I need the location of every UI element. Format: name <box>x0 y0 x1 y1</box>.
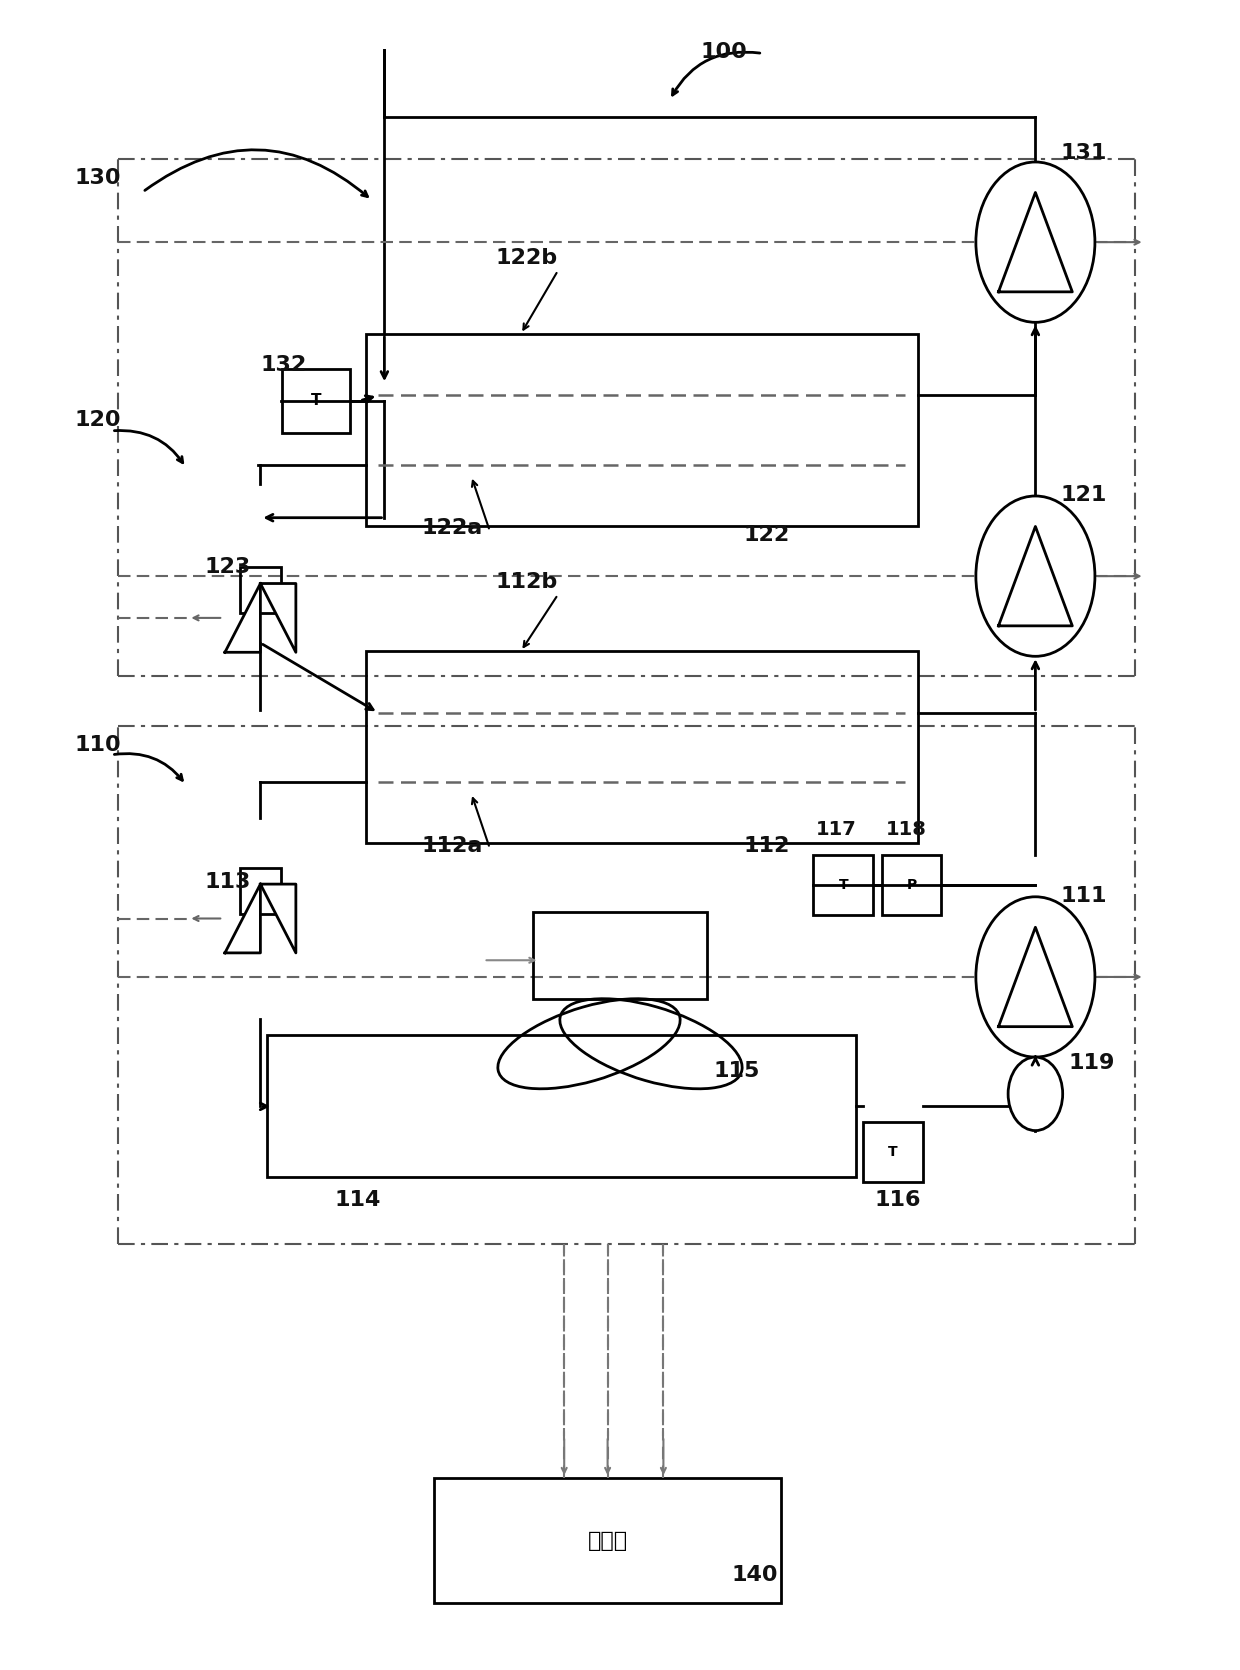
Polygon shape <box>998 927 1073 1027</box>
Circle shape <box>1008 1057 1063 1131</box>
Text: 117: 117 <box>816 820 857 838</box>
Bar <box>366 334 918 526</box>
Bar <box>267 1035 856 1177</box>
Text: 控制部: 控制部 <box>588 1531 627 1550</box>
Text: 116: 116 <box>874 1189 920 1209</box>
Text: 113: 113 <box>205 872 250 892</box>
Text: 112: 112 <box>744 835 790 855</box>
Text: 130: 130 <box>74 167 120 187</box>
Bar <box>283 369 351 433</box>
Polygon shape <box>260 583 296 653</box>
Text: 123: 123 <box>205 556 250 576</box>
Text: T: T <box>888 1146 898 1159</box>
Text: 110: 110 <box>74 735 122 755</box>
Text: 112a: 112a <box>422 835 482 855</box>
Bar <box>434 1478 781 1603</box>
Polygon shape <box>224 883 260 954</box>
Text: 111: 111 <box>1060 885 1107 905</box>
Polygon shape <box>224 583 260 653</box>
Circle shape <box>976 897 1095 1057</box>
Bar <box>863 1122 923 1182</box>
Text: 119: 119 <box>1069 1052 1115 1072</box>
Text: 120: 120 <box>74 409 120 429</box>
Text: T: T <box>311 394 321 407</box>
Text: 114: 114 <box>335 1189 381 1209</box>
Circle shape <box>976 496 1095 656</box>
Bar <box>533 912 707 999</box>
Bar <box>241 868 280 913</box>
Bar <box>813 855 873 915</box>
Text: 115: 115 <box>713 1060 759 1080</box>
Text: T: T <box>838 878 848 892</box>
Text: 122a: 122a <box>422 518 482 538</box>
Text: 140: 140 <box>732 1565 779 1585</box>
Text: 122b: 122b <box>496 247 558 267</box>
Text: 132: 132 <box>260 354 306 374</box>
Polygon shape <box>998 526 1073 626</box>
Text: 122: 122 <box>744 524 790 544</box>
Polygon shape <box>260 883 296 954</box>
Text: P: P <box>906 878 916 892</box>
Text: 121: 121 <box>1060 484 1106 504</box>
Bar <box>882 855 941 915</box>
Text: 100: 100 <box>701 42 748 62</box>
Bar <box>241 568 280 613</box>
Text: 131: 131 <box>1060 142 1106 162</box>
Polygon shape <box>998 192 1073 292</box>
Text: 112b: 112b <box>496 571 558 591</box>
Bar <box>366 651 918 843</box>
Circle shape <box>976 162 1095 322</box>
Text: 118: 118 <box>885 820 926 838</box>
